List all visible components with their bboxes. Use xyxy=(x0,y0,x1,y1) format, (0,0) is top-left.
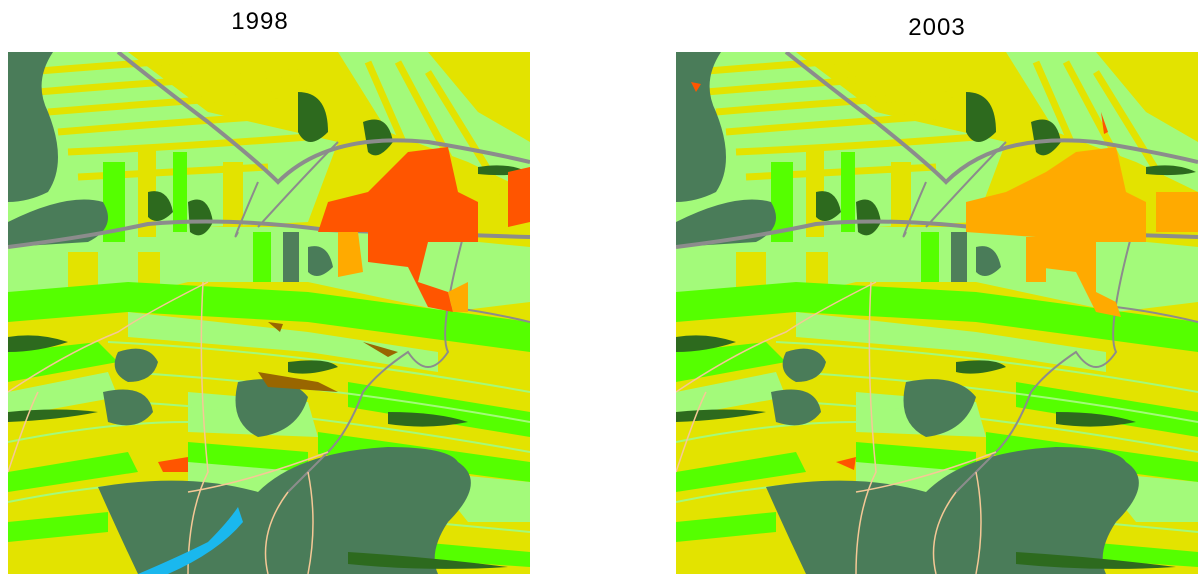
panel-title: 1998 xyxy=(231,8,289,35)
panel-title: 2003 xyxy=(908,14,966,41)
map-2003 xyxy=(676,52,1198,574)
map-1998 xyxy=(8,52,530,574)
